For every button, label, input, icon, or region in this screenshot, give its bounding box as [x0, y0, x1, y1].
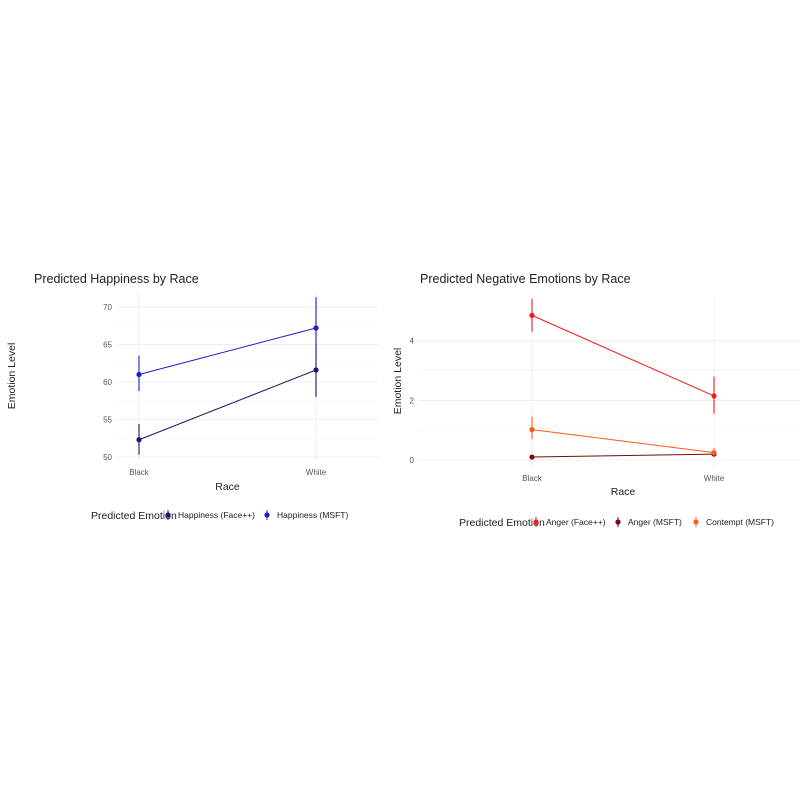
legend: Predicted Emotion Anger (Face++) Anger (MS… — [459, 517, 774, 529]
data-point — [313, 325, 319, 331]
x-axis-title: Race — [611, 486, 636, 498]
series-line — [531, 314, 715, 397]
y-tick-label: 4 — [410, 337, 415, 346]
x-axis-title: Race — [215, 481, 240, 493]
series — [136, 343, 319, 455]
series — [529, 416, 717, 458]
legend-key-point — [165, 512, 171, 518]
legend-item: Happiness (Face++) — [165, 510, 255, 520]
y-tick-label: 0 — [410, 456, 415, 465]
chart-title: Predicted Happiness by Race — [34, 272, 199, 286]
data-point — [136, 437, 142, 443]
series-line — [138, 369, 317, 441]
x-tick-label: White — [704, 474, 725, 483]
legend-key-point — [615, 519, 621, 525]
y-tick-label: 2 — [410, 396, 415, 405]
legend-label: Anger (MSFT) — [628, 517, 682, 527]
legend-label: Anger (Face++) — [546, 517, 606, 527]
series-line — [531, 429, 715, 454]
chart-title: Predicted Negative Emotions by Race — [420, 272, 631, 286]
series — [529, 451, 717, 460]
x-tick-label: White — [306, 468, 327, 477]
x-tick-label: Black — [522, 474, 543, 483]
y-tick-label: 70 — [103, 303, 112, 312]
legend-label: Happiness (Face++) — [178, 510, 255, 520]
y-tick-label: 60 — [103, 378, 112, 387]
series — [529, 298, 717, 414]
chart-happiness: 50 55 60 65 70 Black White Predicted Happiness … — [6, 272, 378, 522]
y-axis-title: Emotion Level — [392, 348, 404, 415]
chart-negative-emotions: 0 2 4 Black White Predicted Negative Emotions… — [392, 272, 800, 529]
data-point — [313, 367, 319, 373]
data-point — [529, 427, 535, 433]
data-point — [529, 312, 535, 318]
legend-label: Happiness (MSFT) — [277, 510, 348, 520]
legend-title: Predicted Emotion — [459, 517, 545, 529]
x-tick-label: Black — [129, 468, 150, 477]
series-line — [531, 453, 715, 458]
y-tick-label: 55 — [103, 416, 112, 425]
y-tick-label: 65 — [103, 341, 112, 350]
legend-item: Anger (MSFT) — [615, 517, 682, 527]
data-point — [711, 393, 717, 399]
legend-key-point — [533, 519, 539, 525]
legend: Predicted Emotion Happiness (Face++) Happi… — [91, 510, 348, 522]
data-point — [136, 371, 142, 378]
data-point — [711, 449, 717, 456]
y-axis-title: Emotion Level — [6, 343, 18, 410]
legend-item: Happiness (MSFT) — [264, 510, 348, 520]
legend-item: Anger (Face++) — [533, 517, 606, 527]
legend-key-point — [264, 512, 270, 518]
data-point — [529, 454, 535, 460]
series-line — [138, 327, 317, 375]
legend-title: Predicted Emotion — [91, 510, 177, 522]
legend-key-point — [693, 519, 699, 525]
series — [136, 297, 319, 391]
legend-item: Contempt (MSFT) — [693, 517, 774, 527]
legend-label: Contempt (MSFT) — [706, 517, 774, 527]
y-tick-label: 50 — [103, 453, 112, 462]
